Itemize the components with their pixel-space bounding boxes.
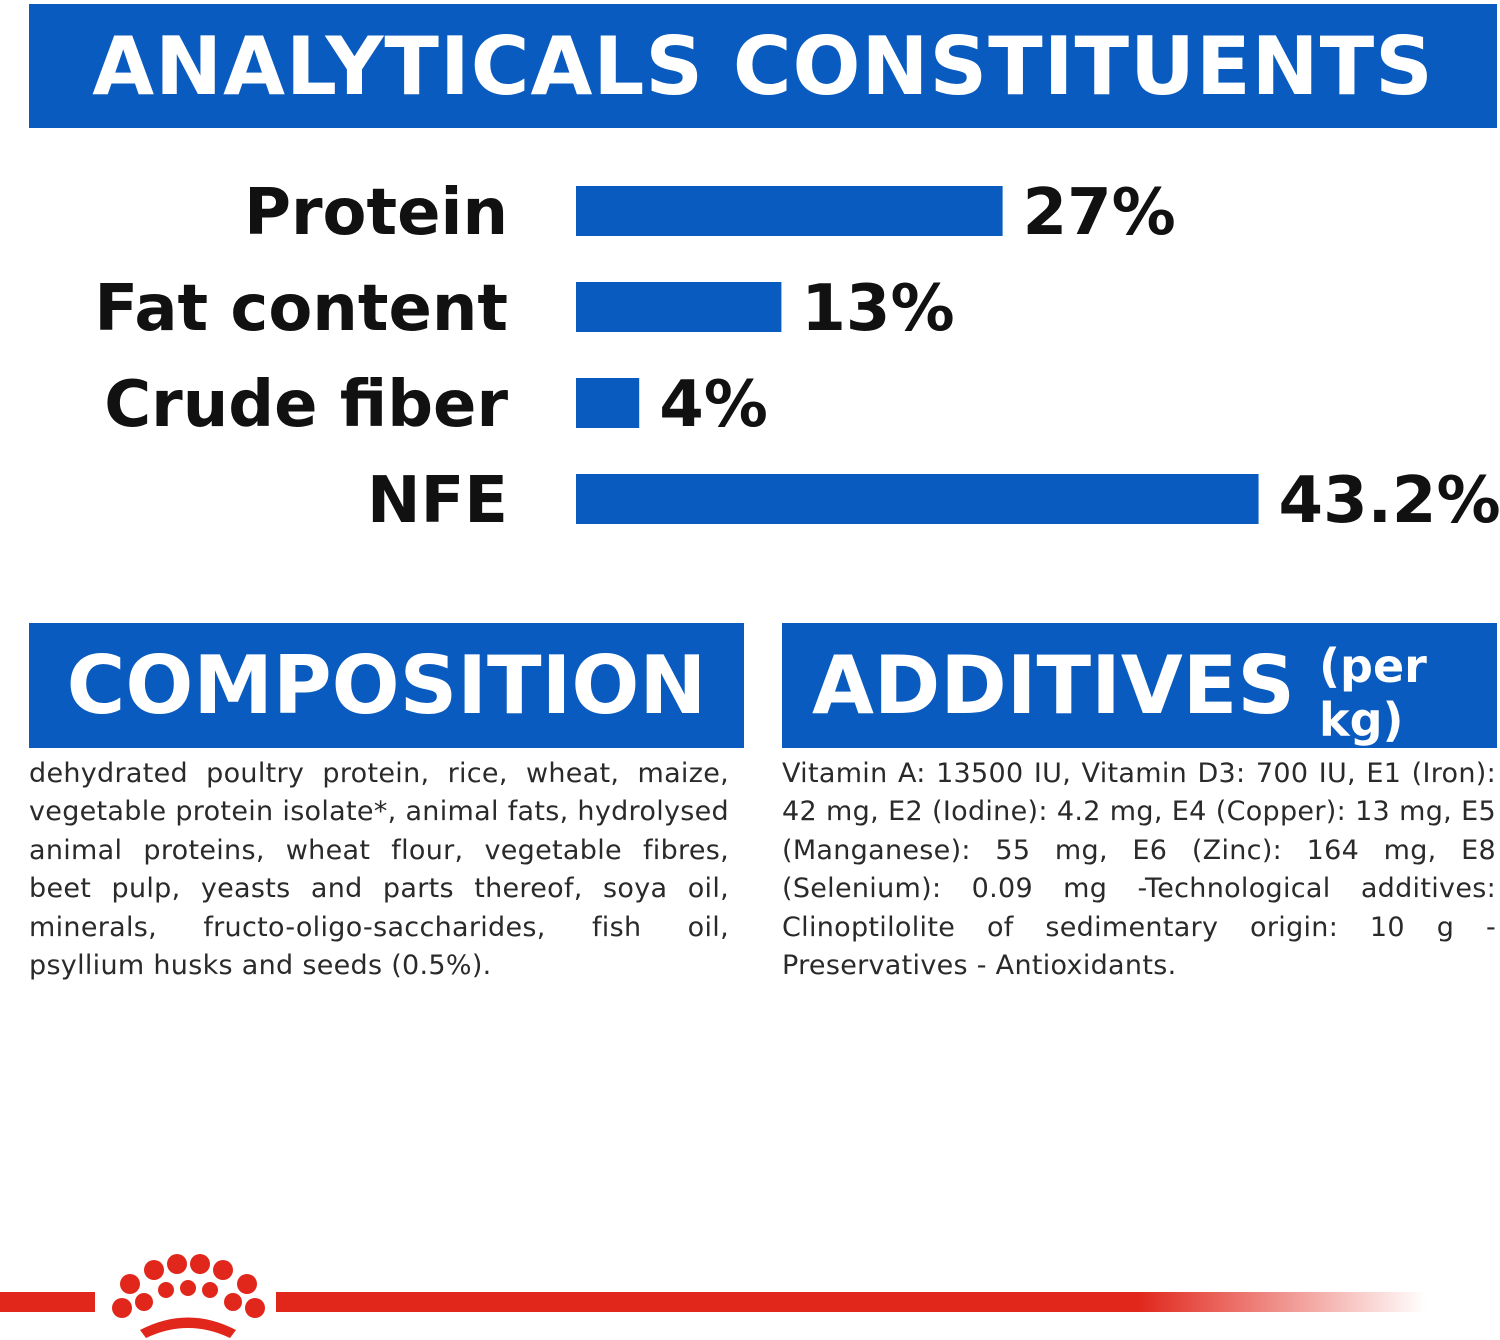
bar — [576, 378, 640, 428]
footer-red-line-right — [276, 1292, 1426, 1312]
category-label: Protein — [244, 176, 508, 250]
additives-header: ADDITIVES (per kg) — [782, 623, 1497, 748]
composition-title: COMPOSITION — [66, 639, 707, 732]
bar — [576, 186, 1003, 236]
value-label: 27% — [1023, 176, 1176, 250]
value-label: 4% — [659, 368, 768, 442]
value-label: 13% — [801, 272, 954, 346]
value-label: 43.2% — [1279, 464, 1500, 538]
composition-header: COMPOSITION — [29, 623, 744, 748]
additives-unit: (per kg) — [1319, 638, 1427, 747]
category-label: Fat content — [94, 272, 508, 346]
footer-red-line-left — [0, 1292, 95, 1312]
bar — [576, 474, 1259, 524]
crown-icon — [112, 1254, 265, 1338]
composition-text: dehydrated poultry protein, rice, wheat,… — [29, 758, 729, 982]
analytical-constituents-header: ANALYTICALS CONSTITUENTS — [29, 4, 1497, 128]
additives-text: Vitamin A: 13500 IU, Vitamin D3: 700 IU,… — [782, 758, 1496, 982]
bar — [576, 282, 782, 332]
nutrient-bar-chart: Protein 27% Fat content 13% Crude fiber 4% NFE… — [94, 176, 1500, 538]
category-label: Crude fiber — [104, 368, 508, 442]
analytical-constituents-title: ANALYTICALS CONSTITUENTS — [92, 19, 1434, 113]
additives-title: ADDITIVES — [812, 639, 1296, 732]
category-label: NFE — [367, 464, 508, 538]
